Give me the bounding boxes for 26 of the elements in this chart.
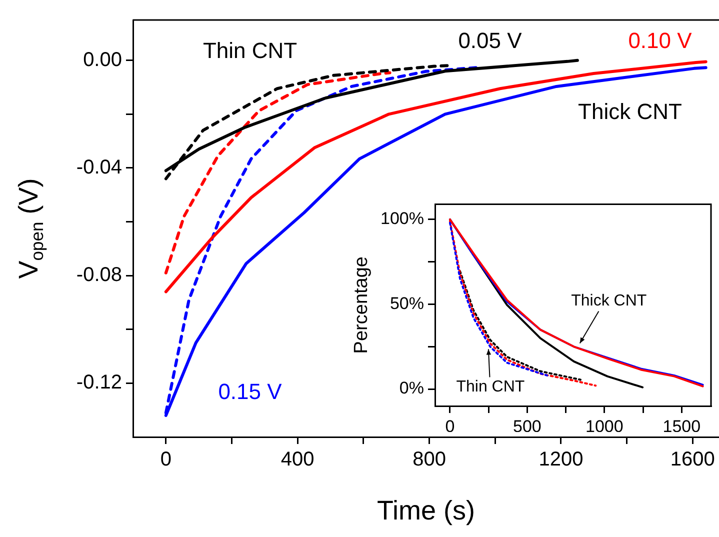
x-axis-title: Time (s) [377,495,475,526]
annotation: Thick CNT [571,292,647,310]
x-tick-label: 1200 [538,448,584,471]
x-tick-label: 1500 [662,416,701,436]
x-tick-label: 1600 [670,448,715,471]
y-tick-label: 100% [380,209,424,228]
x-tick-label: 500 [513,416,542,436]
annotation: Thick CNT [578,99,682,124]
y-tick-label: -0.12 [76,372,122,394]
x-tick-label: 1000 [586,416,624,436]
y-axis-title: Percentage [351,256,372,354]
series-label: 0.10 V [628,28,692,54]
y-tick-label: -0.08 [76,264,122,286]
y-axis-title: Vopen (V) [13,178,47,279]
x-tick-label: 800 [412,448,446,471]
series-label: 0.15 V [218,379,282,404]
annotation: Thin CNT [202,38,298,64]
y-tick-label: 0.00 [83,48,122,71]
x-tick-label: 400 [280,448,314,471]
y-tick-label: 0% [399,378,424,398]
series-label: 0.05 V [458,28,522,54]
y-tick-label: -0.04 [76,156,122,178]
x-tick-label: 0 [445,416,455,436]
y-tick-label: 50% [390,294,424,313]
annotation: Thin CNT [456,378,525,396]
x-tick-label: 0 [160,448,172,471]
